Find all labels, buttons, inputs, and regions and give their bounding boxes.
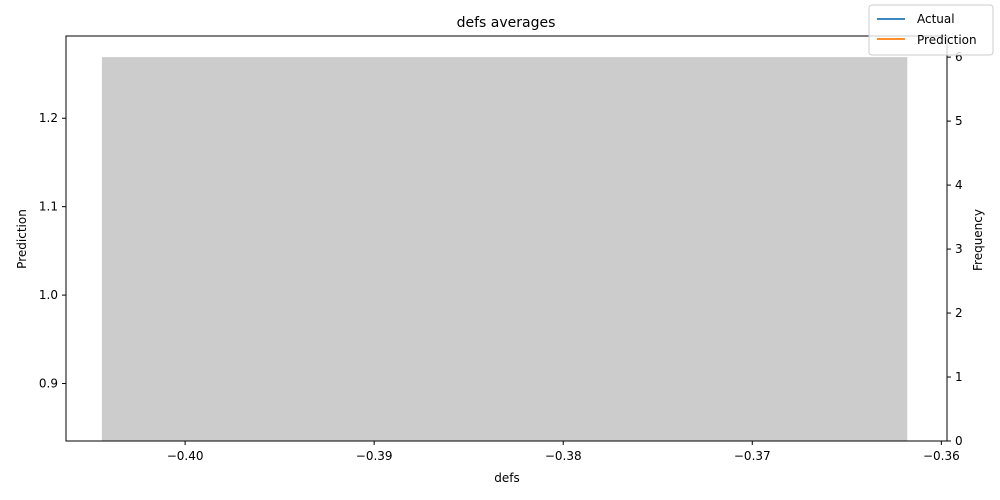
y-axis-label: Prediction xyxy=(15,209,29,269)
y2-tick-label: 3 xyxy=(955,242,963,256)
x-tick-label: −0.39 xyxy=(356,449,393,463)
y2-tick-label: 1 xyxy=(955,370,963,384)
y2-axis-label: Frequency xyxy=(971,209,985,271)
y-tick-label: 0.9 xyxy=(39,377,58,391)
x-tick-label: −0.36 xyxy=(923,449,960,463)
y2-tick-label: 6 xyxy=(955,50,963,64)
histogram-bar xyxy=(101,57,908,442)
legend-label-actual: Actual xyxy=(917,12,955,26)
y-axis-left: 0.9 1.0 1.1 1.2 xyxy=(39,111,66,391)
legend: Actual Prediction xyxy=(868,4,994,56)
legend-label-prediction: Prediction xyxy=(917,33,977,47)
y-tick-label: 1.1 xyxy=(39,200,58,214)
histogram-layer xyxy=(101,57,908,442)
y-tick-label: 1.2 xyxy=(39,111,58,125)
x-axis-label: defs xyxy=(494,471,519,485)
x-axis: −0.40 −0.39 −0.38 −0.37 −0.36 xyxy=(167,441,960,463)
legend-box xyxy=(868,4,994,56)
chart-title: defs averages xyxy=(457,15,556,31)
y2-tick-label: 5 xyxy=(955,114,963,128)
y-tick-label: 1.0 xyxy=(39,288,58,302)
y2-tick-label: 2 xyxy=(955,306,963,320)
x-tick-label: −0.40 xyxy=(167,449,204,463)
y-axis-right: 0 1 2 3 4 5 6 xyxy=(947,50,963,448)
x-tick-label: −0.37 xyxy=(734,449,771,463)
x-tick-label: −0.38 xyxy=(545,449,582,463)
y2-tick-label: 4 xyxy=(955,178,963,192)
y2-tick-label: 0 xyxy=(955,434,963,448)
plot-area-frame xyxy=(65,35,948,442)
